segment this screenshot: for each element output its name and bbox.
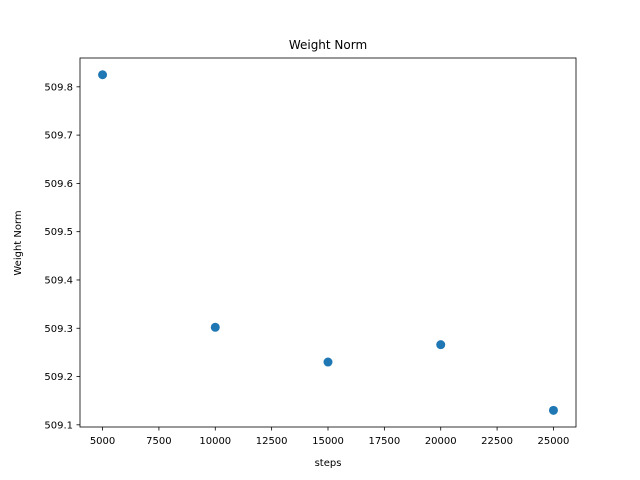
x-tick-label: 20000	[425, 436, 457, 447]
x-axis-label: steps	[315, 458, 342, 469]
y-axis: 509.1 509.2 509.3 509.4 509.5 509.6 509.7 509.8	[44, 82, 80, 431]
data-points	[98, 70, 558, 415]
x-axis: 5000 7500 10000 12500 15000 17500 20000 22500 25…	[90, 427, 570, 447]
data-point	[98, 70, 108, 80]
data-point	[548, 405, 558, 415]
y-tick-label: 509.7	[44, 131, 73, 142]
y-tick-label: 509.2	[44, 372, 73, 383]
x-tick-label: 7500	[146, 436, 171, 447]
data-point	[210, 322, 220, 332]
x-tick-label: 22500	[481, 436, 513, 447]
x-tick-label: 17500	[368, 436, 400, 447]
y-tick-label: 509.8	[44, 82, 73, 93]
x-tick-label: 10000	[199, 436, 231, 447]
y-tick-label: 509.5	[44, 227, 73, 238]
y-tick-label: 509.4	[44, 275, 73, 286]
chart-title: Weight Norm	[289, 38, 367, 52]
plot-frame	[79, 57, 577, 428]
y-tick-label: 509.3	[44, 324, 73, 335]
y-axis-label: Weight Norm	[13, 210, 24, 275]
y-tick-label: 509.6	[44, 179, 73, 190]
x-tick-label: 15000	[312, 436, 344, 447]
data-point	[323, 357, 333, 367]
data-point	[436, 340, 446, 350]
x-tick-label: 5000	[90, 436, 115, 447]
x-tick-label: 12500	[256, 436, 288, 447]
plot-area	[79, 57, 577, 428]
x-tick-label: 25000	[538, 436, 570, 447]
y-tick-label: 509.1	[44, 420, 73, 431]
